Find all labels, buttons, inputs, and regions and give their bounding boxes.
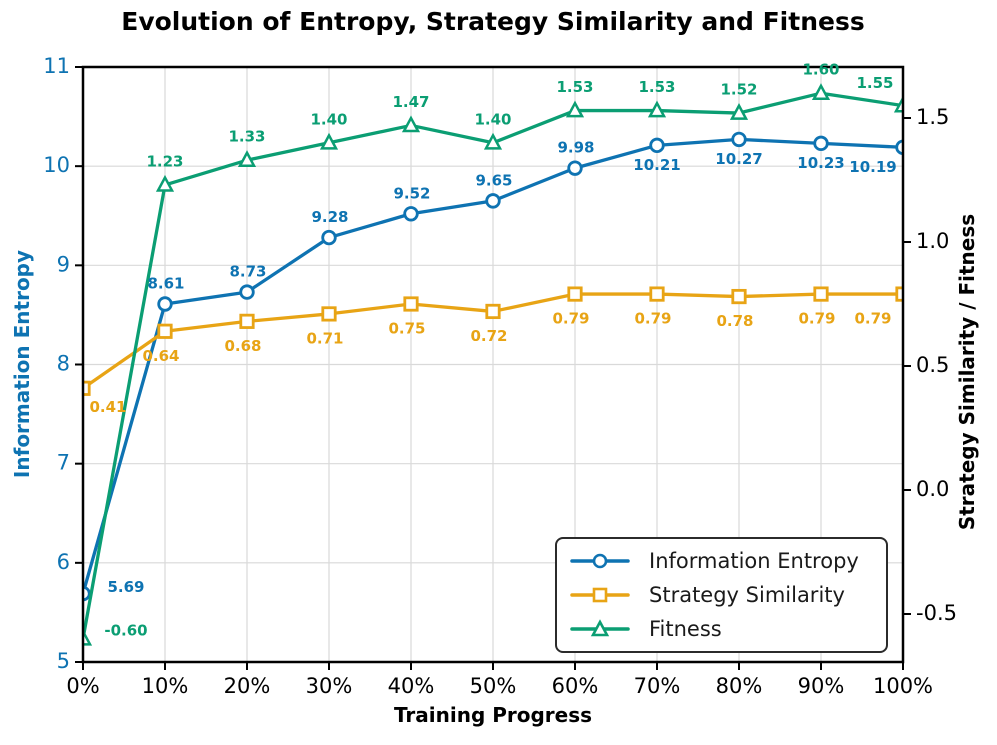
left-tick-label: 5: [57, 649, 70, 673]
data-label: 1.33: [228, 128, 265, 146]
data-label: 1.53: [638, 78, 675, 96]
data-label: 0.41: [89, 398, 126, 416]
data-labels-circle: 5.69 8.61 8.73 9.28 9.52 9.65 9.98 10.21 10.27 10…: [107, 139, 896, 596]
data-label: 0.71: [306, 329, 343, 347]
data-label: 0.64: [142, 347, 179, 365]
x-tick-label: 20%: [224, 674, 271, 698]
x-tick-label: 0%: [66, 674, 99, 698]
left-tick-label: 11: [43, 54, 70, 78]
data-label: 1.47: [392, 93, 429, 111]
data-label: 1.52: [720, 81, 757, 99]
legend-label: Strategy Similarity: [649, 583, 845, 607]
data-label: 1.53: [556, 78, 593, 96]
x-tick-label: 50%: [470, 674, 517, 698]
x-tick-label: 90%: [798, 674, 845, 698]
right-tick-label: -0.5: [916, 601, 957, 625]
data-label: 10.27: [715, 150, 762, 168]
data-label: 8.61: [147, 275, 184, 293]
x-tick-label: 10%: [142, 674, 189, 698]
legend-item-fitness: Fitness: [570, 616, 880, 642]
series-square: [82, 286, 904, 396]
data-label: 0.79: [854, 310, 891, 328]
data-label: 9.65: [475, 171, 512, 189]
left-tick-label: 7: [57, 451, 70, 475]
data-label: 5.69: [107, 578, 144, 596]
data-labels-square: 0.41 0.64 0.68 0.71 0.75 0.72 0.79 0.79 0.78 0.79…: [89, 310, 891, 416]
axes-spines: [81, 65, 905, 664]
data-label: 8.73: [229, 263, 266, 281]
x-tick-label: 30%: [306, 674, 353, 698]
legend-swatch-circle-icon: [570, 553, 630, 569]
legend-label: Information Entropy: [649, 549, 859, 573]
right-tick-label: 1.0: [916, 229, 949, 253]
data-label: 1.55: [856, 74, 893, 92]
x-tick-label: 80%: [716, 674, 763, 698]
right-tick-label: 1.5: [916, 105, 949, 129]
right-tick-label: 0.5: [916, 353, 949, 377]
data-label: 9.98: [557, 139, 594, 157]
data-label: 0.79: [798, 310, 835, 328]
data-label: 0.78: [716, 312, 753, 330]
legend-item-information-entropy: Information Entropy: [570, 548, 880, 574]
data-label: 0.79: [552, 310, 589, 328]
left-tick-label: 8: [57, 352, 70, 376]
data-labels-triangle: -0.60 1.23 1.33 1.40 1.47 1.40 1.53 1.53 1.52 1.6…: [104, 61, 893, 640]
data-label: 1.23: [146, 152, 183, 170]
left-tick-label: 9: [57, 252, 70, 276]
data-label: 0.79: [634, 310, 671, 328]
left-tick-label: 10: [43, 153, 70, 177]
chart-title: Evolution of Entropy, Strategy Similarit…: [121, 7, 865, 36]
x-tick-label: 60%: [552, 674, 599, 698]
x-axis-label: Training Progress: [393, 703, 593, 727]
data-label: 1.60: [802, 61, 839, 79]
tick-marks: [75, 66, 911, 670]
data-label: 0.72: [470, 327, 507, 345]
legend: Information Entropy Strategy Similarity …: [555, 537, 888, 653]
legend-item-strategy-similarity: Strategy Similarity: [570, 582, 880, 608]
data-label: 0.68: [224, 337, 261, 355]
x-tick-label: 70%: [634, 674, 681, 698]
left-axis-label: Information Entropy: [10, 249, 34, 479]
data-label: 10.19: [849, 158, 896, 176]
x-tick-label: 100%: [873, 674, 933, 698]
data-label: 10.23: [797, 154, 844, 172]
legend-swatch-triangle-icon: [570, 619, 630, 637]
right-tick-label: 0.0: [916, 477, 949, 501]
left-tick-label: 6: [57, 550, 70, 574]
data-label: 9.52: [393, 184, 430, 202]
data-label: -0.60: [104, 621, 147, 639]
right-axis-label: Strategy Similarity / Fitness: [955, 213, 979, 531]
legend-swatch-square-icon: [570, 587, 630, 603]
data-label: 10.21: [633, 156, 680, 174]
data-label: 1.40: [310, 110, 347, 128]
legend-label: Fitness: [649, 617, 722, 641]
series-triangle: [82, 83, 904, 646]
data-label: 9.28: [311, 208, 348, 226]
data-label: 1.40: [474, 110, 511, 128]
x-tick-label: 40%: [388, 674, 435, 698]
data-label: 0.75: [388, 320, 425, 338]
